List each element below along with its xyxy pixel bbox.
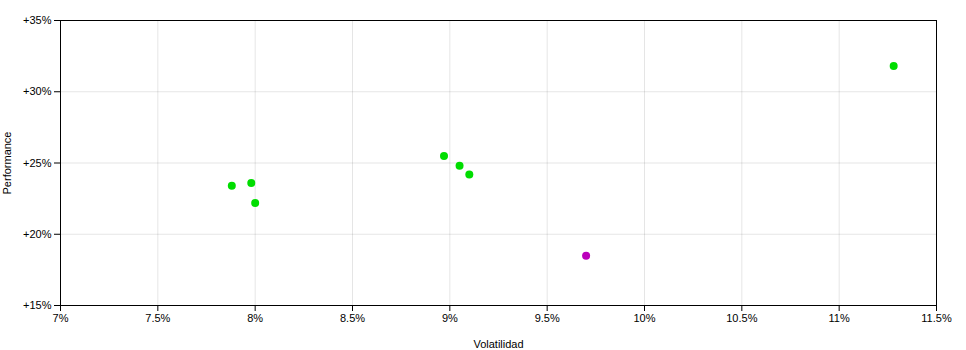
svg-text:+25%: +25% — [23, 157, 52, 169]
svg-text:+20%: +20% — [23, 228, 52, 240]
svg-text:9.5%: 9.5% — [535, 312, 560, 324]
svg-text:9%: 9% — [442, 312, 458, 324]
svg-text:Performance: Performance — [1, 132, 13, 195]
svg-text:+15%: +15% — [23, 299, 52, 311]
svg-text:8.5%: 8.5% — [340, 312, 365, 324]
svg-text:+35%: +35% — [23, 14, 52, 26]
svg-text:10%: 10% — [633, 312, 655, 324]
svg-text:10.5%: 10.5% — [726, 312, 757, 324]
svg-text:+30%: +30% — [23, 85, 52, 97]
svg-text:11.5%: 11.5% — [921, 312, 952, 324]
svg-text:8%: 8% — [247, 312, 263, 324]
svg-text:7.5%: 7.5% — [145, 312, 170, 324]
svg-text:Volatilidad: Volatilidad — [473, 338, 523, 350]
svg-text:7%: 7% — [53, 312, 69, 324]
svg-text:11%: 11% — [829, 312, 850, 324]
